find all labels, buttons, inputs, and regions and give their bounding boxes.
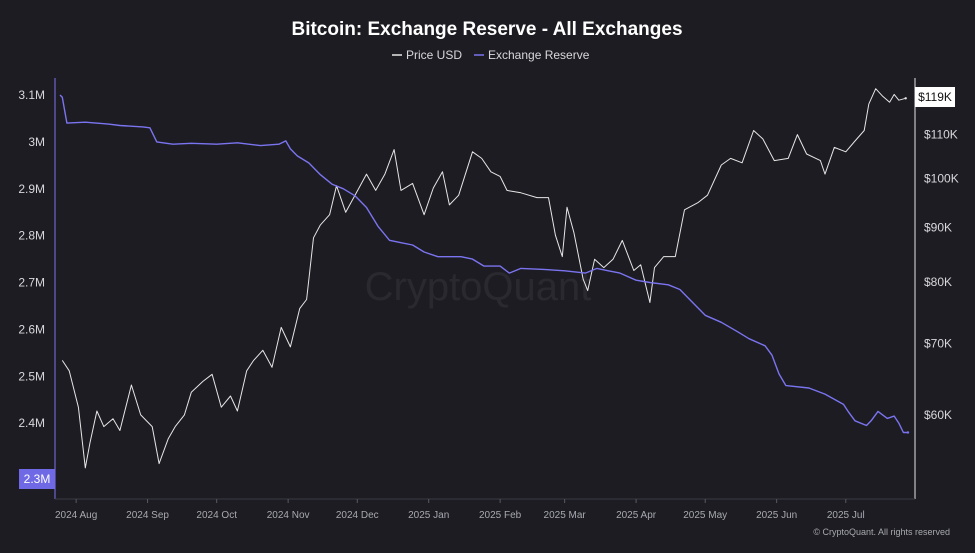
x-tick-label: 2025 May — [683, 510, 727, 521]
y-right-tick-label: $110K — [924, 128, 958, 142]
reserve-badge-label: 2.3M — [24, 472, 51, 486]
x-tick-label: 2025 Jan — [408, 510, 449, 521]
y-right-tick-label: $80K — [924, 275, 952, 289]
series-layer — [59, 88, 910, 469]
x-tick-label: 2024 Aug — [55, 510, 97, 521]
x-tick-label: 2024 Dec — [336, 510, 379, 521]
y-left-tick-label: 3M — [28, 135, 45, 149]
x-tick-label: 2025 Jul — [827, 510, 865, 521]
y-left-tick-label: 2.6M — [18, 322, 45, 336]
x-tick-label: 2024 Nov — [267, 510, 310, 521]
y-right-tick-label: $90K — [924, 220, 952, 234]
exchange-reserve-line — [59, 94, 908, 434]
y-left-tick-label: 2.4M — [18, 416, 45, 430]
x-tick-label: 2025 Feb — [479, 510, 522, 521]
x-tick-label: 2025 Jun — [756, 510, 797, 521]
watermark: CryptoQuant — [365, 265, 592, 309]
price-usd-line — [61, 88, 906, 469]
y-left-tick-label: 2.7M — [18, 276, 45, 290]
copyright-text: © CryptoQuant. All rights reserved — [813, 527, 950, 537]
x-tick-label: 2024 Sep — [126, 510, 169, 521]
y-right-tick-label: $70K — [924, 337, 952, 351]
y-right-tick-label: $60K — [924, 408, 952, 422]
x-tick-label: 2025 Apr — [616, 510, 657, 521]
chart-title: Bitcoin: Exchange Reserve - All Exchange… — [291, 19, 682, 40]
y-left-tick-label: 2.8M — [18, 229, 45, 243]
price-badge — [915, 87, 955, 107]
y-left-tick-label: 3.1M — [18, 88, 45, 102]
x-tick-label: 2025 Mar — [544, 510, 587, 521]
y-right-tick-label: $100K — [924, 172, 959, 186]
price-usd-last-point — [904, 97, 907, 100]
legend-label: Exchange Reserve — [488, 48, 590, 62]
legend: Price USD Exchange Reserve — [392, 48, 590, 62]
y-left-tick-label: 2.5M — [18, 369, 45, 383]
value-badges: 2.3M $119K — [19, 87, 955, 489]
y-left-tick-label: 2.9M — [18, 182, 45, 196]
legend-label: Price USD — [406, 48, 462, 62]
axes: 3.1M 3M 2.9M 2.8M 2.7M 2.6M 2.5M 2.4M $110K $100K… — [18, 78, 959, 521]
exchange-reserve-last-point — [906, 431, 910, 434]
price-badge-label: $119K — [918, 90, 952, 104]
reserve-badge — [19, 469, 55, 489]
x-tick-label: 2024 Oct — [196, 510, 237, 521]
